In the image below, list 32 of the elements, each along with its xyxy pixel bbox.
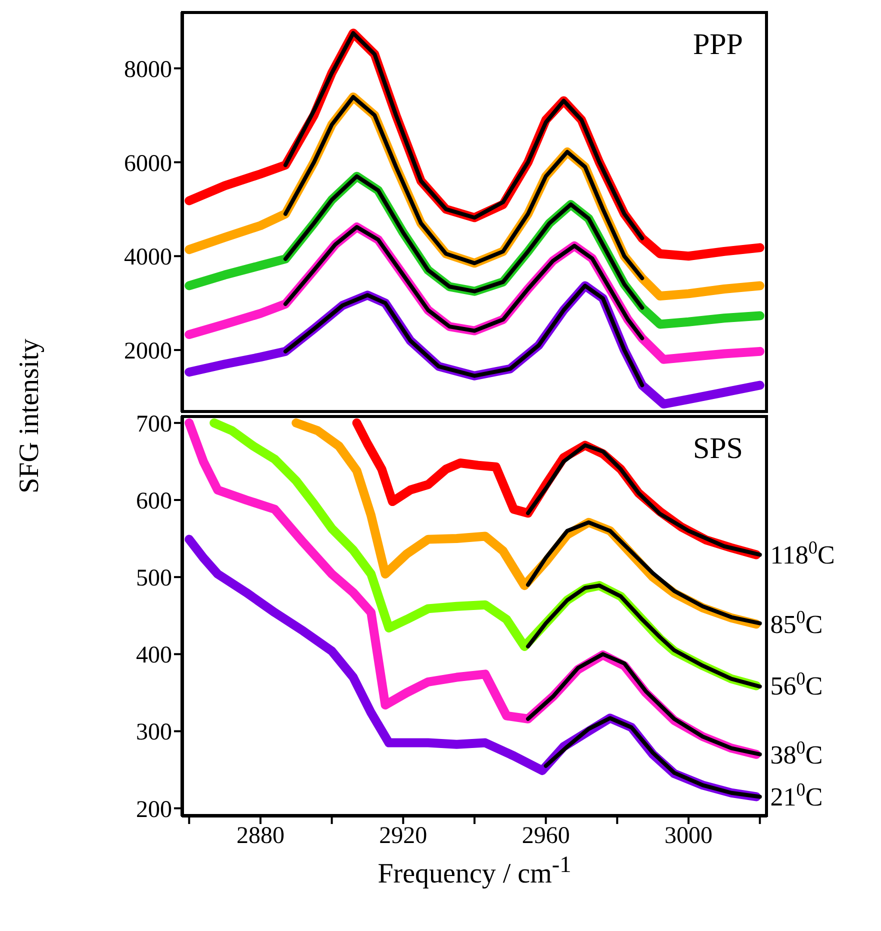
y-tick-label: 200 — [136, 796, 172, 823]
series-label: 118$^{0}$C — [770, 538, 835, 570]
x-tick-label: 2920 — [379, 823, 428, 850]
y-axis-title: SFG intensity — [14, 338, 46, 494]
y-tick-label: 400 — [136, 642, 172, 669]
series-label: 56$^{0}$C — [770, 668, 823, 701]
line-series — [283, 174, 644, 310]
line-series — [544, 716, 762, 799]
y-tick-label: 4000 — [124, 244, 172, 271]
line-series — [283, 31, 644, 240]
line-series — [283, 94, 644, 280]
y-tick-label: 300 — [136, 720, 172, 746]
y-tick-label: 2000 — [124, 338, 172, 365]
line-series — [283, 284, 644, 388]
y-tick-label: 500 — [136, 566, 172, 592]
y-tick-label: 600 — [136, 488, 172, 515]
line-series — [283, 225, 644, 340]
x-tick-label: 2960 — [522, 823, 570, 850]
line-series — [526, 584, 762, 689]
y-tick-label: 6000 — [124, 150, 172, 177]
annotation: SPS — [692, 432, 743, 466]
y-tick-label: 8000 — [124, 56, 172, 83]
series-label: 85$^{0}$C — [770, 607, 823, 640]
line-series — [526, 520, 762, 626]
series-label: 21$^{0}$C — [770, 780, 823, 812]
annotation: PPP — [692, 28, 743, 62]
x-tick-label: 2880 — [236, 823, 284, 850]
series-label: 38$^{0}$C — [770, 737, 823, 770]
x-axis-title: Frequency / cm$^{-1}$ — [376, 852, 572, 890]
line-series — [526, 652, 762, 756]
x-tick-label: 3000 — [664, 823, 713, 850]
y-tick-label: 700 — [136, 411, 172, 438]
